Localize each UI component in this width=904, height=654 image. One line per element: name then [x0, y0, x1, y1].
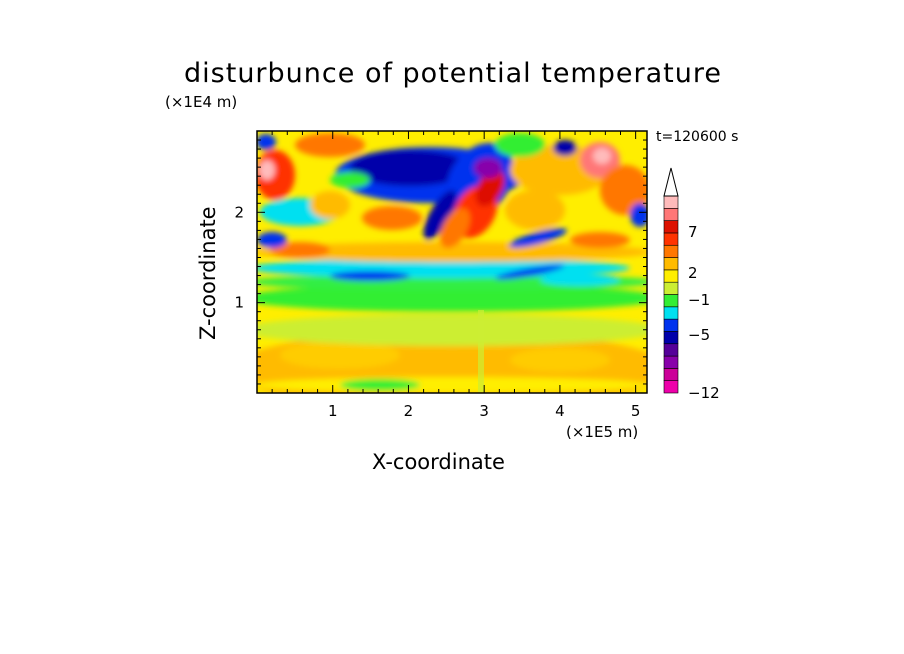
x-axis-label: X-coordinate	[372, 450, 505, 474]
plot-frame	[256, 130, 648, 394]
colorbar-swatch	[663, 195, 679, 209]
colorbar-tick-label: 7	[688, 223, 698, 241]
chart-title: disturbunce of potential temperature	[184, 58, 722, 89]
colorbar-swatch	[663, 281, 679, 295]
colorbar-tick-label: 2	[688, 264, 698, 282]
colorbar-swatch	[663, 294, 679, 308]
colorbar-swatch	[663, 306, 679, 320]
colorbar-swatch	[663, 257, 679, 271]
y-axis-unit: (×1E4 m)	[165, 93, 238, 111]
colorbar-swatch	[663, 220, 679, 234]
colorbar-tick-label: −1	[688, 291, 710, 309]
colorbar-swatch	[663, 380, 679, 394]
heatmap-field	[257, 131, 647, 393]
colorbar-swatch	[663, 244, 679, 258]
x-tick-label: 5	[631, 402, 641, 420]
colorbar-swatch	[663, 343, 679, 357]
colorbar-swatch	[663, 331, 679, 345]
colorbar-tick-label: −5	[688, 326, 710, 344]
colorbar-swatch	[663, 208, 679, 221]
colorbar-swatch	[663, 355, 679, 369]
colorbar-swatch	[663, 318, 679, 332]
y-tick-label: 2	[234, 203, 244, 221]
x-tick-label: 4	[555, 402, 565, 420]
colorbar-extend-arrow	[663, 167, 679, 197]
colorbar-swatch	[663, 269, 679, 283]
x-axis-unit: (×1E5 m)	[566, 423, 639, 441]
colorbar-swatch	[663, 368, 679, 381]
x-tick-label: 3	[479, 402, 489, 420]
x-tick-label: 1	[328, 402, 338, 420]
y-tick-label: 1	[234, 294, 244, 312]
colorbar-tick-label: −12	[688, 384, 720, 402]
time-annotation: t=120600 s	[656, 129, 739, 145]
x-tick-label: 2	[404, 402, 414, 420]
colorbar-swatch	[663, 232, 679, 246]
